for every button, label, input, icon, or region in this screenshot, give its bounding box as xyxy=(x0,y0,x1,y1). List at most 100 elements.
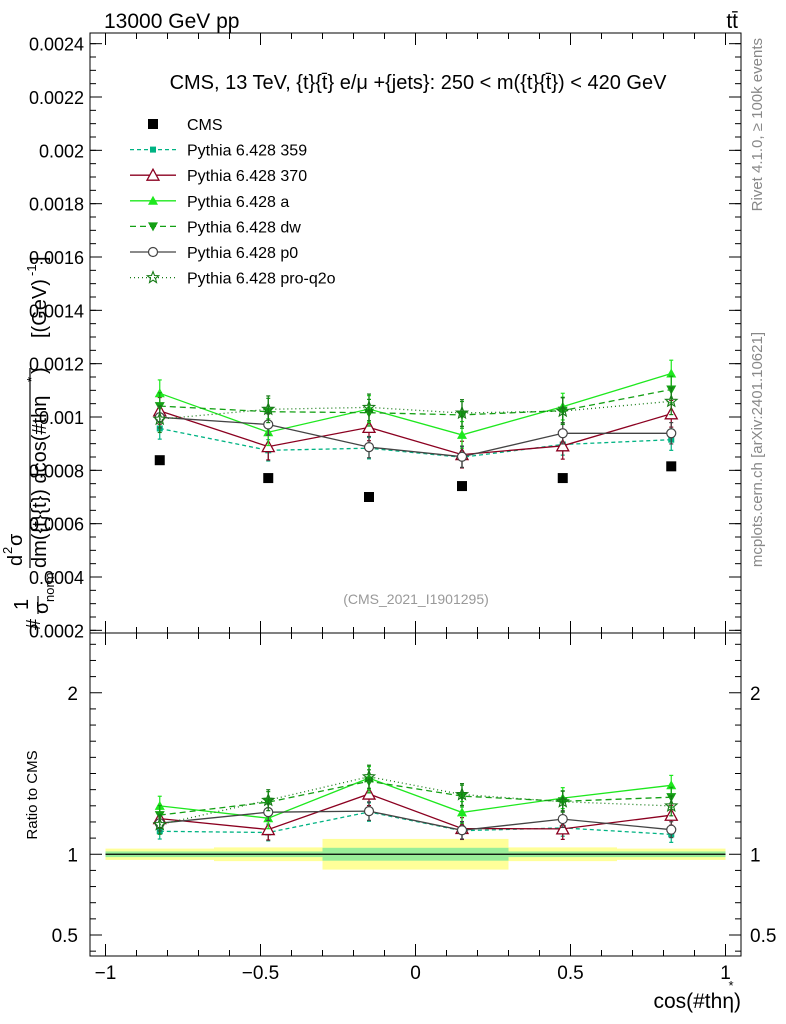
legend-entry: Pythia 6.428 p0 xyxy=(130,245,298,262)
header-left: 13000 GeV pp xyxy=(104,10,239,33)
legend-marker xyxy=(148,195,158,205)
data-point xyxy=(666,428,677,439)
data-point xyxy=(557,428,568,439)
y-tick-label-main: 0.0022 xyxy=(29,88,84,108)
y-tick-label-ratio-right: 2 xyxy=(750,684,761,705)
chart-title: CMS, 13 TeV, {t}{t̄} e/μ +{jets}: 250 < … xyxy=(170,72,668,94)
x-tick-label: 1 xyxy=(720,963,731,984)
ratio-point xyxy=(666,780,677,790)
legend-label: Pythia 6.428 359 xyxy=(187,143,307,160)
series-4 xyxy=(154,406,677,468)
ratio-point xyxy=(666,824,677,835)
legend-marker xyxy=(150,146,156,153)
legend-entry: Pythia 6.428 359 xyxy=(130,143,307,160)
legend-marker xyxy=(148,119,158,129)
y-tick-label-main: 0.001 xyxy=(39,408,84,428)
ratio-point xyxy=(457,807,467,817)
y-axis-label-part: dm({t}{t̄}) dcos(#thη xyxy=(29,396,51,568)
y-axis-label-part: norm xyxy=(42,572,57,602)
ratio-point xyxy=(456,825,468,836)
y-tick-label-main: 0.0018 xyxy=(29,195,84,215)
y-tick-label-main: 0.0002 xyxy=(29,621,84,641)
x-axis-label-star: * xyxy=(728,978,733,993)
x-axis-label: cos(#thη)* xyxy=(653,978,741,1013)
x-tick-label: 0 xyxy=(410,963,421,984)
y-tick-label-ratio: 0.5 xyxy=(52,926,78,947)
legend-entry: Pythia 6.428 a xyxy=(130,194,289,211)
legend-marker xyxy=(145,270,161,284)
ratio-line xyxy=(159,793,672,831)
y-tick-label-main: 0.0014 xyxy=(29,301,84,321)
series-line xyxy=(159,372,672,436)
data-point xyxy=(261,401,276,416)
y-axis-label-part: d xyxy=(5,555,27,566)
series-line xyxy=(159,400,672,420)
ratio-point xyxy=(363,806,375,817)
data-point xyxy=(363,442,375,453)
ratio-line xyxy=(159,776,672,826)
watermark: (CMS_2021_I1901295) xyxy=(343,591,489,607)
ratio-point xyxy=(555,821,570,835)
ratio-line xyxy=(159,777,672,819)
main-panel: 0.0002 0.0004 0.0006 0.0008 0.001 0.0012 0.001… xyxy=(29,32,742,641)
y-tick-label-ratio-right: 0.5 xyxy=(750,926,776,947)
legend-label: Pythia 6.428 pro-q2o xyxy=(187,271,336,288)
x-axis-label-text: cos(#thη) xyxy=(653,990,741,1013)
ratio-frame xyxy=(89,632,742,957)
y-tick-label-ratio-right: 1 xyxy=(750,845,761,866)
ratio-line xyxy=(159,780,672,816)
ratio-panel: 0.5 0.5 1 1 2 2 −1 −0.5 0 0.5 1 xyxy=(52,632,776,984)
rivet-label: Rivet 4.1.0, ≥ 100k events xyxy=(749,38,766,211)
legend-label: Pythia 6.428 a xyxy=(187,194,289,211)
ratio-point xyxy=(555,794,570,808)
y-axis-label-part: -1 xyxy=(24,264,39,276)
y-tick-label-main: 0.0024 xyxy=(29,35,84,55)
ratio-series-1 xyxy=(152,781,679,841)
legend-marker xyxy=(148,222,158,232)
data-point xyxy=(361,399,377,414)
ratio-series-4 xyxy=(154,801,677,840)
data-point xyxy=(361,420,377,434)
legend-label: Pythia 6.428 370 xyxy=(187,168,307,185)
x-tick-label: 0.5 xyxy=(557,963,583,984)
y-axis-label-part: ] xyxy=(29,256,51,262)
legend-entry: Pythia 6.428 370 xyxy=(130,167,307,185)
series-cms xyxy=(154,455,677,502)
data-point-cms xyxy=(263,473,274,484)
y-axis-label-part: 2 xyxy=(0,547,15,554)
y-tick-label-main: 0.0012 xyxy=(29,355,84,375)
y-axis-label-part: * xyxy=(24,377,39,382)
legend-entry: Pythia 6.428 pro-q2o xyxy=(130,270,336,288)
ratio-point xyxy=(361,769,377,783)
y-tick-label-ratio: 2 xyxy=(67,684,78,705)
data-point xyxy=(457,429,467,439)
y-tick-label-main: 0.002 xyxy=(39,141,84,161)
data-point-cms xyxy=(557,473,568,484)
legend-label: Pythia 6.428 dw xyxy=(187,219,301,236)
y-axis-label-part: σ xyxy=(31,601,53,614)
y-axis-label-part: σ xyxy=(5,533,27,546)
data-point-cms xyxy=(666,461,677,472)
mcplots-label: mcplots.cern.ch [arXiv:2401.10621] xyxy=(749,332,766,567)
ratio-point xyxy=(361,786,377,800)
data-point-cms xyxy=(457,481,467,492)
data-point xyxy=(152,411,167,426)
y-tick-label-main: 0.0008 xyxy=(29,461,84,481)
series-5 xyxy=(152,387,679,434)
legend-entry: CMS xyxy=(148,117,223,134)
ratio-series-3 xyxy=(154,769,677,826)
legend-label: Pythia 6.428 p0 xyxy=(187,245,298,262)
y-axis-label-part: [(GeV) xyxy=(29,279,51,338)
series-line xyxy=(159,427,672,458)
legend-marker xyxy=(145,167,161,181)
y-axis-label-part: 1 xyxy=(11,599,33,610)
y-tick-label-main: 0.0004 xyxy=(29,568,84,588)
legend-entry: Pythia 6.428 dw xyxy=(130,219,301,236)
data-point xyxy=(555,438,570,452)
ratio-line xyxy=(159,810,672,831)
series-line xyxy=(159,410,672,456)
y-tick-label-ratio: 1 xyxy=(67,845,78,866)
ratio-series-2 xyxy=(154,765,677,830)
